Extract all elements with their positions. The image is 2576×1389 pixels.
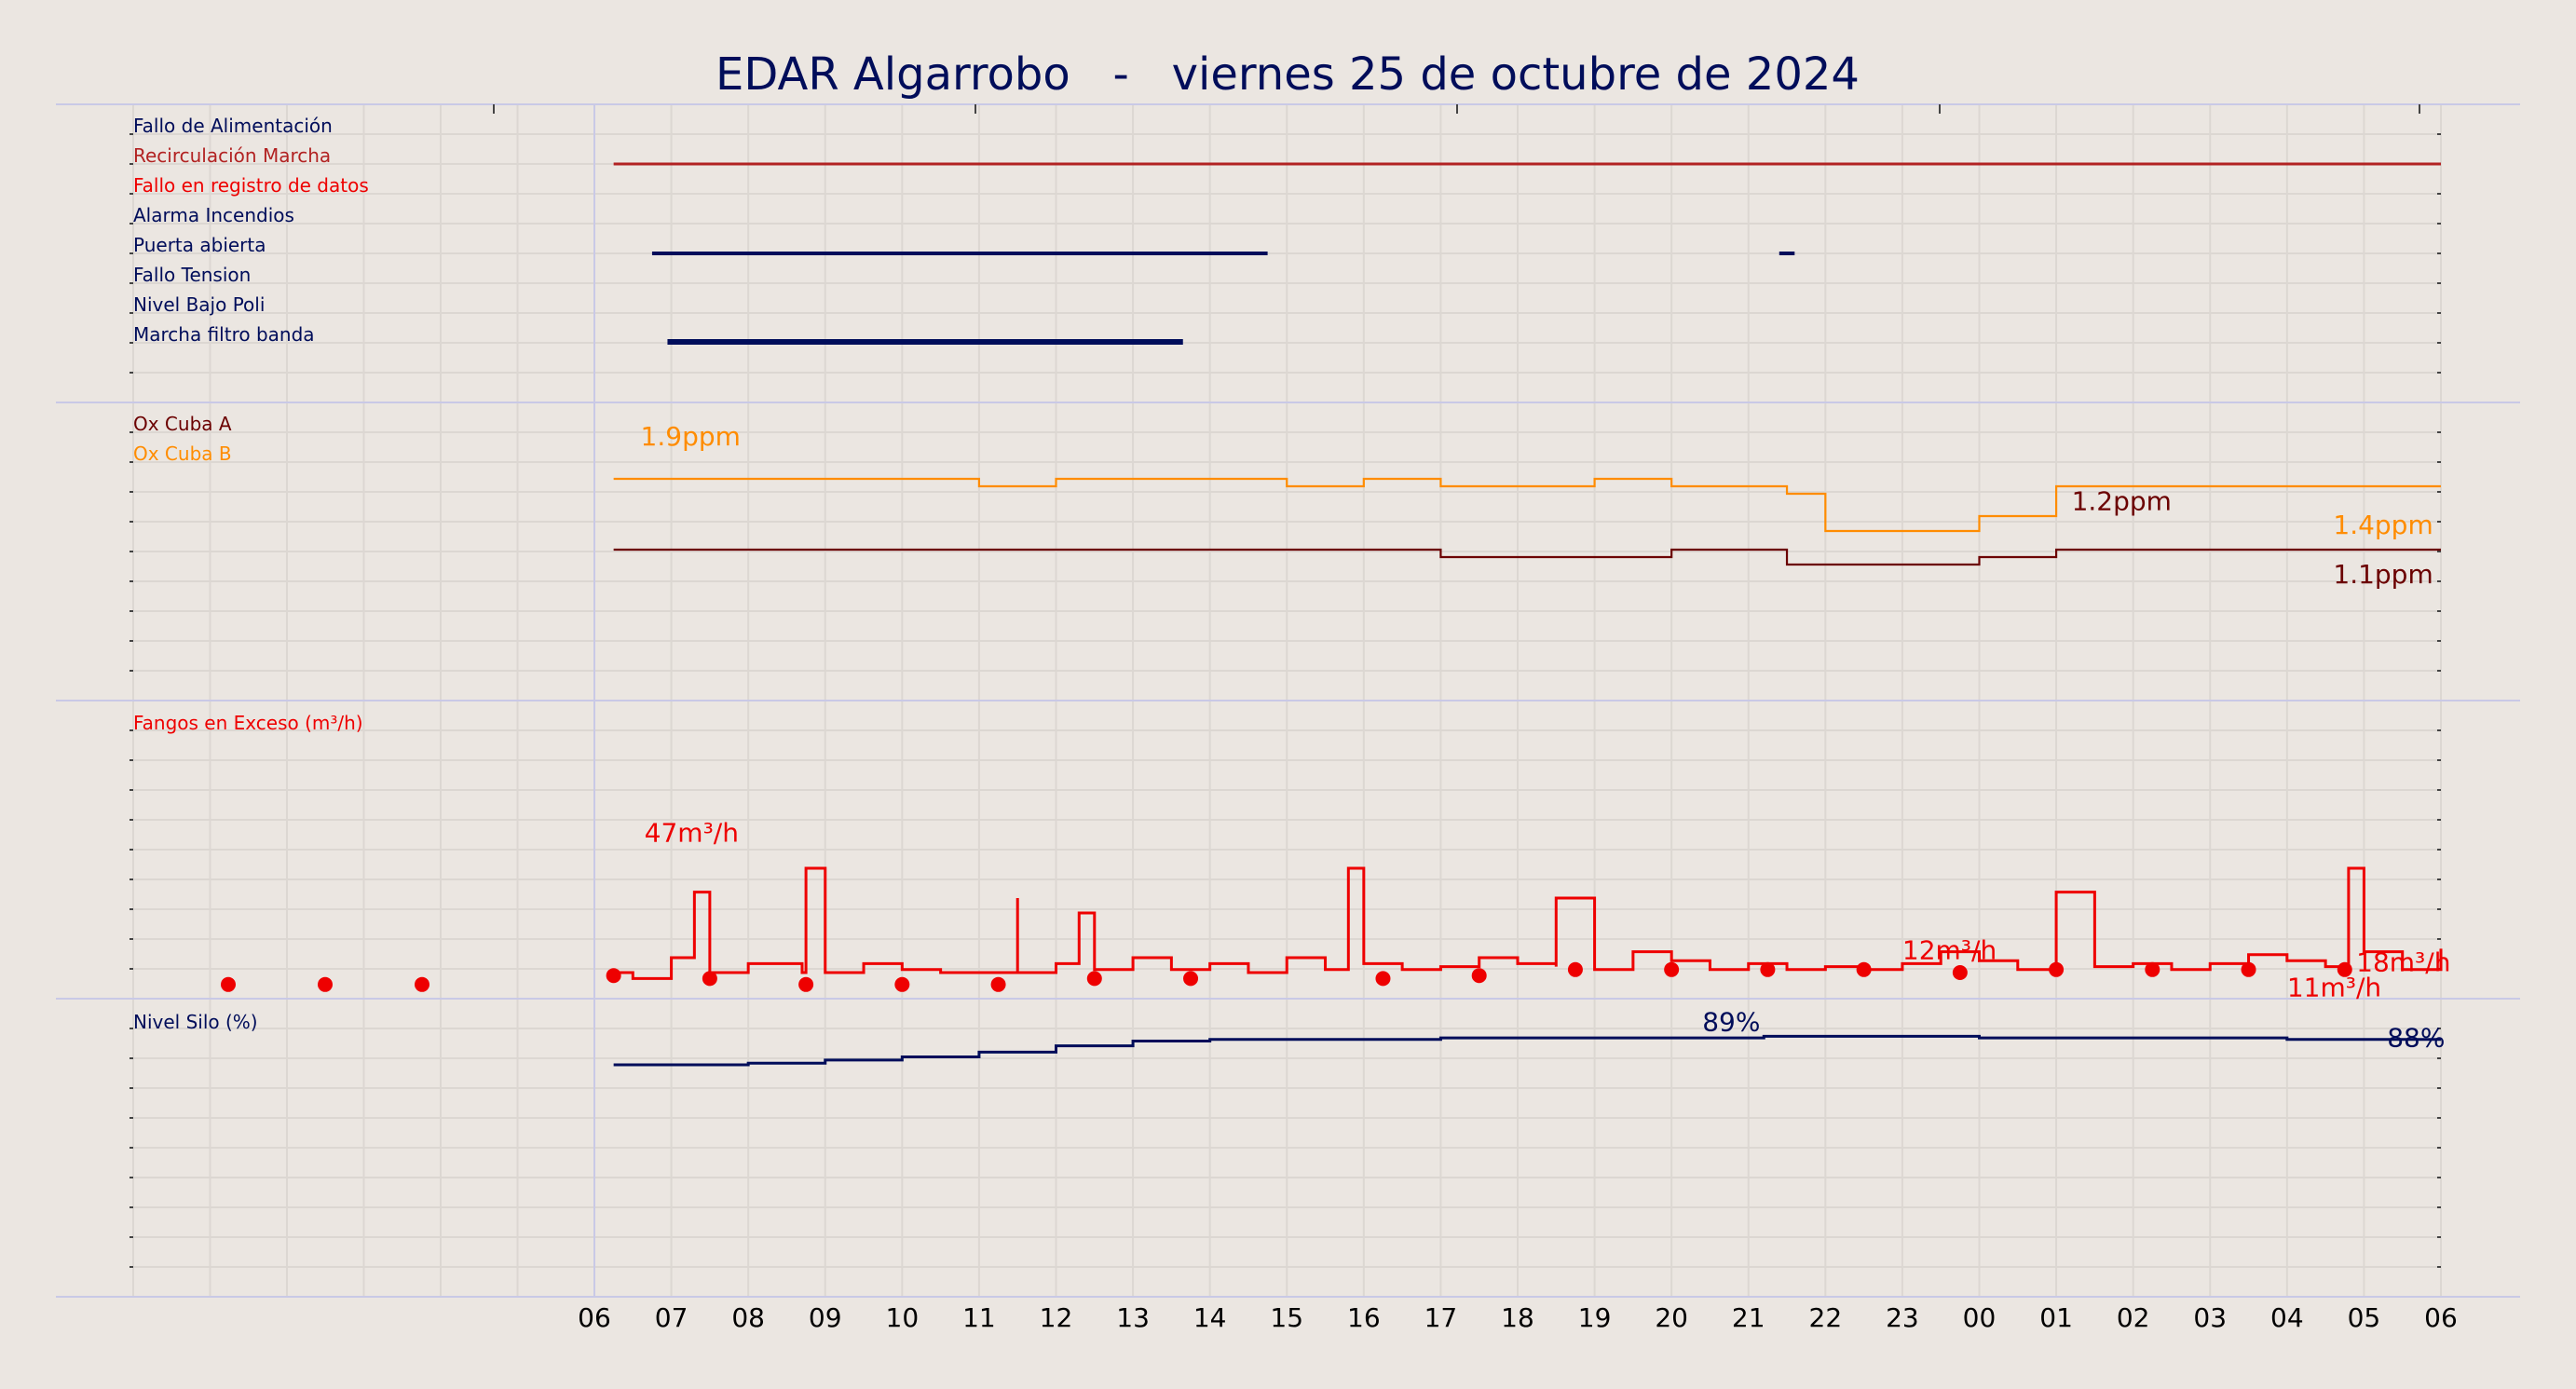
x-tick-label: 21 <box>1732 1302 1765 1333</box>
silo-series-line <box>613 1034 2441 1067</box>
x-tick-label: 14 <box>1193 1302 1227 1333</box>
x-tick-label: 01 <box>2039 1302 2073 1333</box>
status-label: Recirculación Marcha <box>133 144 331 167</box>
sludge-marker <box>2145 961 2160 977</box>
sludge-marker <box>1664 961 1680 977</box>
value-annotation: 89% <box>1702 1006 1760 1037</box>
sludge-marker <box>2337 961 2352 977</box>
x-tick-label: 11 <box>962 1302 996 1333</box>
x-tick-label: 18 <box>1501 1302 1534 1333</box>
status-panel: Fallo de Alimentación Recirculación March… <box>133 115 2441 346</box>
sludge-marker <box>2241 961 2256 977</box>
sludge-marker <box>702 971 717 987</box>
sludge-marker <box>798 976 814 992</box>
status-label: Marcha filtro banda <box>133 323 315 346</box>
sludge-marker <box>894 976 910 992</box>
oxygen-series-line <box>613 477 2441 533</box>
status-label: Nivel Bajo Poli <box>133 293 265 316</box>
sludge-marker <box>1760 961 1776 977</box>
sludge-marker <box>1375 971 1391 987</box>
x-tick-label: 08 <box>731 1302 765 1333</box>
x-tick-label: 06 <box>578 1302 611 1333</box>
sludge-marker <box>1856 961 1872 977</box>
sludge-marker <box>2049 961 2065 977</box>
x-axis: 06 07 08 09 10 11 12 13 14 15 16 17 18 19 20 21 22 23 00 01… <box>578 1302 2458 1333</box>
x-tick-label: 23 <box>1886 1302 1919 1333</box>
sludge-marker <box>221 976 236 992</box>
sludge-marker <box>1183 971 1199 987</box>
chart-title: EDAR Algarrobo - viernes 25 de octubre d… <box>716 48 1860 101</box>
sludge-marker <box>990 976 1006 992</box>
value-annotation: 11m³/h <box>2287 973 2381 1003</box>
panel-separators <box>56 103 2520 1298</box>
x-tick-label: 12 <box>1040 1302 1073 1333</box>
value-annotation: 18m³/h <box>2356 946 2450 977</box>
series-legend-label: Ox Cuba A <box>133 413 232 435</box>
value-annotation: 1.1ppm <box>2333 559 2433 590</box>
silo-panel: Nivel Silo (%) 89% 88% <box>133 1006 2445 1067</box>
value-annotation: 1.4ppm <box>2333 510 2433 540</box>
value-annotation: 1.9ppm <box>641 421 741 452</box>
x-tick-label: 04 <box>2270 1302 2304 1333</box>
value-annotation: 12m³/h <box>1902 935 1997 966</box>
status-label: Alarma Incendios <box>133 204 294 226</box>
x-tick-label: 10 <box>886 1302 920 1333</box>
x-tick-label: 00 <box>1963 1302 1997 1333</box>
status-label: Fallo Tension <box>133 264 251 286</box>
x-tick-label: 02 <box>2117 1302 2150 1333</box>
x-tick-label: 06 <box>2424 1302 2458 1333</box>
x-tick-label: 13 <box>1116 1302 1150 1333</box>
sludge-panel: Fangos en Exceso (m³/h) 47m³/h 12m³/h 18m³/… <box>133 712 2450 1003</box>
sludge-marker <box>318 976 333 992</box>
sludge-marker <box>1567 961 1583 977</box>
sludge-marker <box>1086 971 1102 987</box>
x-tick-label: 22 <box>1809 1302 1843 1333</box>
x-tick-label: 05 <box>2348 1302 2381 1333</box>
value-annotation: 1.2ppm <box>2072 486 2172 517</box>
value-annotation: 88% <box>2387 1022 2445 1053</box>
oxygen-series-line <box>613 548 2441 566</box>
x-tick-label: 07 <box>655 1302 688 1333</box>
x-tick-label: 15 <box>1270 1302 1303 1333</box>
sludge-marker <box>1952 965 1968 980</box>
series-legend-label: Ox Cuba B <box>133 443 232 465</box>
x-tick-label: 19 <box>1578 1302 1612 1333</box>
sludge-marker <box>415 976 429 992</box>
sludge-series-line <box>613 866 2443 980</box>
status-label: Fallo en registro de datos <box>133 174 369 197</box>
x-tick-label: 03 <box>2193 1302 2227 1333</box>
x-tick-label: 16 <box>1347 1302 1381 1333</box>
panel-title-label: Nivel Silo (%) <box>133 1011 258 1033</box>
x-tick-label: 20 <box>1655 1302 1688 1333</box>
status-label: Fallo de Alimentación <box>133 115 333 137</box>
oxygen-panel: Ox Cuba A Ox Cuba B 1.9ppm 1.2ppm 1.4ppm 1.1p… <box>133 413 2441 590</box>
status-label: Puerta abierta <box>133 234 266 256</box>
x-tick-label: 17 <box>1424 1302 1458 1333</box>
sludge-marker <box>606 968 621 984</box>
panel-title-label: Fangos en Exceso (m³/h) <box>133 712 363 734</box>
sludge-marker <box>1471 968 1487 984</box>
value-annotation: 47m³/h <box>645 818 739 849</box>
x-tick-label: 09 <box>809 1302 842 1333</box>
